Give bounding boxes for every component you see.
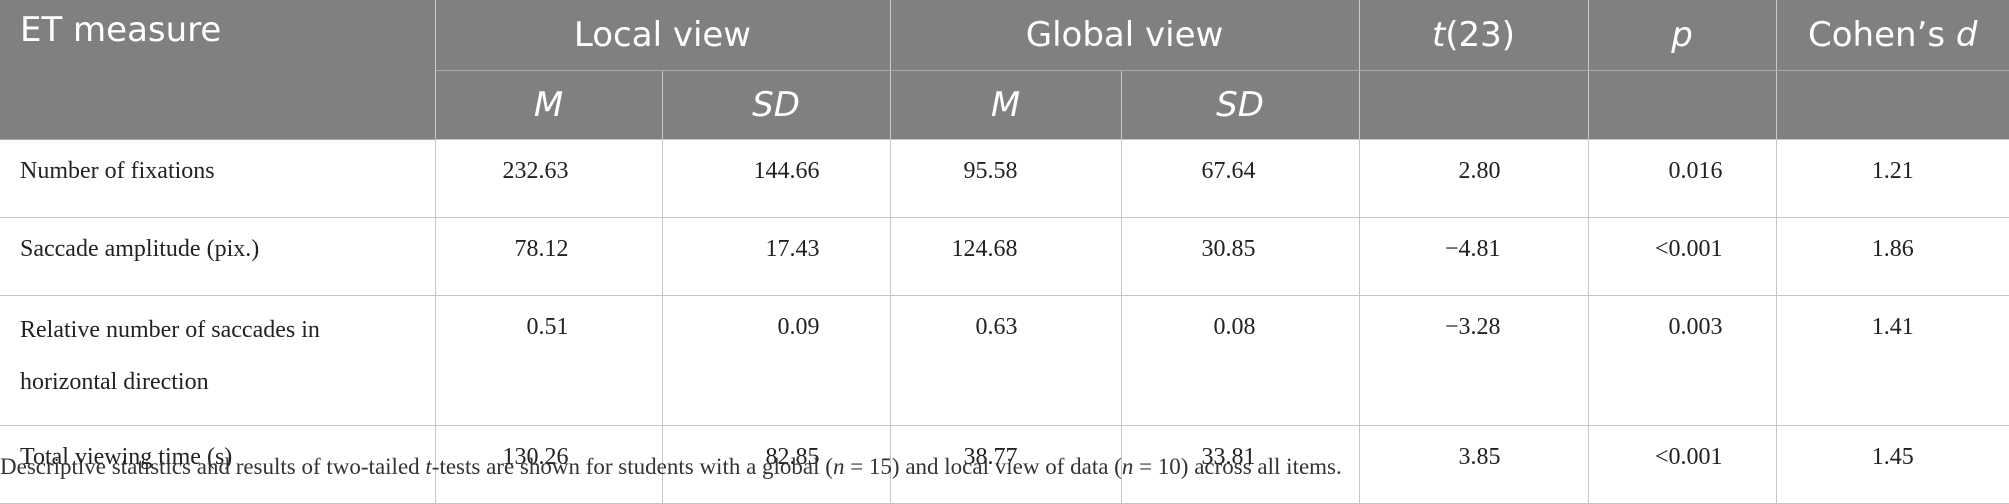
table-row: Total viewing time (s) 130.26 82.85 38.7… [0,425,2009,504]
global-sd-cell: 0.08 [1120,295,1360,426]
measure-cell: Number of fixations [0,139,436,218]
global-sd-cell: 30.85 [1120,217,1360,296]
table-row: Number of fixations 232.63 144.66 95.58 … [0,139,2009,218]
footnote-n-italic: n [1121,454,1134,479]
local-sd-cell: 17.43 [661,217,891,296]
d-cell: 1.86 [1775,217,2009,296]
footnote-text: -tests are shown for students with a glo… [431,454,833,479]
p-cell: 0.003 [1587,295,1777,426]
d-cell: 1.21 [1775,139,2009,218]
header-cohens-prefix: Cohen’s [1808,15,1956,55]
table-body: Number of fixations 232.63 144.66 95.58 … [0,139,2009,504]
header-local-m: M [434,70,663,140]
global-m-cell: 0.63 [889,295,1122,426]
table-header: ET measure Local view Global view t(23) … [0,0,2009,140]
local-m-cell: 78.12 [434,217,663,296]
table-row: Relative number of saccades in horizontal… [0,295,2009,426]
header-global-m: M [889,70,1122,140]
global-m-cell: 124.68 [889,217,1122,296]
measure-cell: Relative number of saccades in horizontal… [0,295,436,426]
local-m-cell: 130.26 [434,425,663,504]
header-p-value: p [1587,0,1777,71]
header-local-sd: SD [661,70,891,140]
header-t-statistic: t(23) [1358,0,1589,71]
t-cell: −3.28 [1358,295,1589,426]
table-footnote: Descriptive statistics and results of tw… [0,454,1342,480]
t-cell: 3.85 [1358,425,1589,504]
header-row-1: ET measure Local view Global view t(23) … [0,0,2009,140]
global-m-cell: 95.58 [889,139,1122,218]
p-cell: 0.016 [1587,139,1777,218]
header-global-view: Global view [889,0,1360,71]
header-global-sd: SD [1120,70,1360,140]
measure-line-1: Relative number of saccades in [20,317,320,343]
global-m-cell: 38.77 [889,425,1122,504]
d-cell: 1.45 [1775,425,2009,504]
header-local-view: Local view [434,0,891,71]
header-d-empty [1775,70,2009,140]
global-sd-cell: 33.81 [1120,425,1360,504]
header-et-measure: ET measure [0,0,436,140]
footnote-text: Descriptive statistics and results of tw… [0,454,426,479]
header-cohens-d-italic: d [1955,15,1978,55]
p-cell: <0.001 [1587,217,1777,296]
header-row-2: M SD M SD [0,70,2009,140]
measure-line-2: horizontal direction [20,369,209,395]
local-m-cell: 232.63 [434,139,663,218]
local-sd-cell: 0.09 [661,295,891,426]
footnote-text: = 10) across all items. [1133,454,1342,479]
d-cell: 1.41 [1775,295,2009,426]
t-cell: 2.80 [1358,139,1589,218]
footnote-t-italic: t [425,454,432,479]
local-m-cell: 0.51 [434,295,663,426]
header-t-df: (23) [1445,15,1516,55]
header-t-italic: t [1431,15,1446,55]
header-cohens-d: Cohen’s d [1775,0,2009,71]
table-row: Saccade amplitude (pix.) 78.12 17.43 124… [0,217,2009,296]
measure-cell: Total viewing time (s) [0,425,436,504]
local-sd-cell: 82.85 [661,425,891,504]
header-t-empty [1358,70,1589,140]
footnote-text: = 15) and local view of data ( [844,454,1122,479]
t-cell: −4.81 [1358,217,1589,296]
local-sd-cell: 144.66 [661,139,891,218]
global-sd-cell: 67.64 [1120,139,1360,218]
measure-cell: Saccade amplitude (pix.) [0,217,436,296]
footnote-n-italic: n [832,454,845,479]
header-p-empty [1587,70,1777,140]
